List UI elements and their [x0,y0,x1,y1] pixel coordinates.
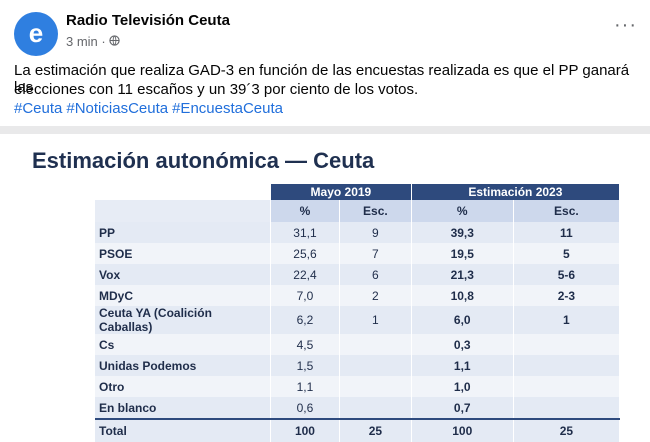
cell: 2-3 [513,285,621,306]
group-header: Estimación 2023 [411,184,621,200]
cell: 1,0 [411,376,514,397]
cell: 2 [339,285,412,306]
cell [513,334,621,355]
table-row: Ceuta YA (Coalición Caballas) 6,2 1 6,0 1 [95,306,621,334]
total-row: Total 100 25 100 25 [95,418,621,442]
hashtag[interactable]: #NoticiasCeuta [66,100,169,117]
cell: 7,0 [270,285,340,306]
table-row: Vox 22,4 6 21,3 5-6 [95,264,621,285]
cell: 21,3 [411,264,514,285]
cell [513,376,621,397]
cell [339,334,412,355]
group-header: Mayo 2019 [270,184,412,200]
cell: 22,4 [270,264,340,285]
subheader-row: % Esc.% Esc. [95,200,621,222]
row-label: MDyC [95,285,271,306]
row-label: PSOE [95,243,271,264]
cell: 9 [339,222,412,243]
more-button[interactable]: ··· [614,14,637,36]
globe-icon [109,35,121,46]
cell: 5 [513,243,621,264]
row-label: Cs [95,334,271,355]
table-row: MDyC 7,0 2 10,8 2-3 [95,285,621,306]
subheader: Esc. [513,200,621,222]
author[interactable]: Radio Televisión Ceuta [66,12,230,29]
cell: 6 [339,264,412,285]
blank-cell [95,184,271,200]
cell: 31,1 [270,222,340,243]
row-label: Ceuta YA (Coalición Caballas) [95,306,271,334]
hashtag[interactable]: #EncuestaCeuta [172,100,284,117]
cell: 1 [513,306,621,334]
cell: 0,3 [411,334,514,355]
cell: 4,5 [270,334,340,355]
table-row: Cs 4,5 0,3 [95,334,621,355]
subheader: % [270,200,340,222]
avatar[interactable]: e [14,12,58,56]
group-header-row: Mayo 2019 Estimación 2023 [95,184,621,200]
cell: 0,6 [270,397,340,419]
image-title: Estimación autonómica — Ceuta [32,148,375,173]
cell: 100 [270,418,340,442]
cell: 1,5 [270,355,340,376]
hashtags: #Ceuta #NoticiasCeuta #EncuestaCeuta [14,100,287,117]
timestamp[interactable]: 3 min · [66,34,121,49]
cell: 1 [339,306,412,334]
cell: 6,2 [270,306,340,334]
cell: 25 [339,418,412,442]
cell [339,355,412,376]
time[interactable]: 3 min · [66,34,106,49]
table-row: PP 31,1 9 39,3 11 [95,222,621,243]
table-row: PSOE 25,6 7 19,5 5 [95,243,621,264]
post-text: La estimación que realiza GAD-3 en funci… [14,62,630,96]
cell [339,376,412,397]
subheader: % [411,200,514,222]
cell: 6,0 [411,306,514,334]
cell: 19,5 [411,243,514,264]
divider [0,126,650,134]
hashtag[interactable]: #Ceuta [14,100,63,117]
cell: 10,8 [411,285,514,306]
results-table: Mayo 2019 Estimación 2023% Esc.% Esc. PP 31,1… [95,184,621,442]
row-label: Total [95,418,271,442]
cell: 11 [513,222,621,243]
cell [339,397,412,419]
cell: 25,6 [270,243,340,264]
table-row: Unidas Podemos 1,5 1,1 [95,355,621,376]
post-text: elecciones con 11 escaños y un 39´3 por … [14,81,419,98]
row-label: PP [95,222,271,243]
row-label: Unidas Podemos [95,355,271,376]
cell: 0,7 [411,397,514,419]
blank-cell [95,200,271,222]
table-row: Otro 1,1 1,0 [95,376,621,397]
cell [513,355,621,376]
cell: 1,1 [411,355,514,376]
cell: 1,1 [270,376,340,397]
cell: 39,3 [411,222,514,243]
subheader: Esc. [339,200,412,222]
cell [513,397,621,419]
cell: 5-6 [513,264,621,285]
cell: 25 [513,418,621,442]
cell: 7 [339,243,412,264]
row-label: Otro [95,376,271,397]
row-label: Vox [95,264,271,285]
cell: 100 [411,418,514,442]
row-label: En blanco [95,397,271,419]
table-row: En blanco 0,6 0,7 [95,397,621,419]
